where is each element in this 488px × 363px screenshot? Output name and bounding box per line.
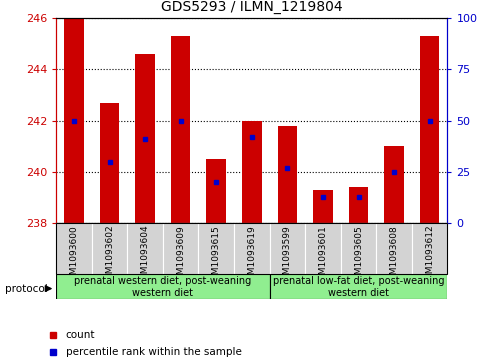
Bar bbox=[127, 223, 163, 274]
Bar bbox=[376, 223, 411, 274]
Text: count: count bbox=[65, 330, 95, 340]
Text: GSM1093602: GSM1093602 bbox=[105, 225, 114, 285]
Text: prenatal low-fat diet, post-weaning
western diet: prenatal low-fat diet, post-weaning west… bbox=[272, 276, 444, 298]
Title: GDS5293 / ILMN_1219804: GDS5293 / ILMN_1219804 bbox=[161, 0, 342, 15]
Bar bbox=[198, 223, 234, 274]
Bar bbox=[411, 223, 447, 274]
Bar bbox=[340, 223, 376, 274]
Text: GSM1093600: GSM1093600 bbox=[69, 225, 79, 286]
Text: GSM1093605: GSM1093605 bbox=[353, 225, 362, 286]
Bar bbox=[269, 274, 447, 299]
Bar bbox=[234, 223, 269, 274]
Text: protocol: protocol bbox=[5, 284, 47, 294]
Bar bbox=[384, 146, 403, 223]
Text: GSM1093601: GSM1093601 bbox=[318, 225, 327, 286]
Bar bbox=[56, 274, 269, 299]
Bar bbox=[269, 223, 305, 274]
Bar bbox=[163, 223, 198, 274]
Bar bbox=[242, 121, 261, 223]
Text: GSM1093609: GSM1093609 bbox=[176, 225, 185, 286]
Text: GSM1093615: GSM1093615 bbox=[211, 225, 220, 286]
Bar bbox=[92, 223, 127, 274]
Text: GSM1093608: GSM1093608 bbox=[389, 225, 398, 286]
Bar bbox=[419, 36, 439, 223]
Bar bbox=[277, 126, 297, 223]
Text: GSM1093612: GSM1093612 bbox=[424, 225, 433, 285]
Bar bbox=[348, 187, 367, 223]
Bar bbox=[206, 159, 225, 223]
Bar bbox=[135, 54, 155, 223]
Bar bbox=[56, 223, 92, 274]
Bar bbox=[305, 223, 340, 274]
Text: GSM1093619: GSM1093619 bbox=[247, 225, 256, 286]
Text: GSM1093604: GSM1093604 bbox=[141, 225, 149, 285]
Text: GSM1093599: GSM1093599 bbox=[283, 225, 291, 286]
Bar bbox=[171, 36, 190, 223]
Text: prenatal western diet, post-weaning
western diet: prenatal western diet, post-weaning west… bbox=[74, 276, 251, 298]
Bar bbox=[64, 18, 83, 223]
Text: percentile rank within the sample: percentile rank within the sample bbox=[65, 347, 241, 357]
Bar bbox=[312, 190, 332, 223]
Bar bbox=[100, 103, 119, 223]
